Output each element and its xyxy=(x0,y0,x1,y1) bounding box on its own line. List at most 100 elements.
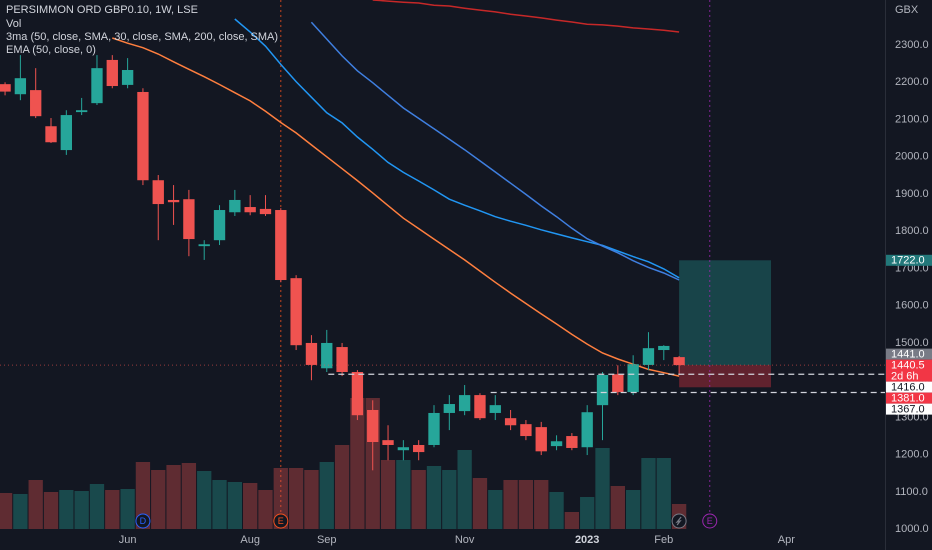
volume-bar xyxy=(304,470,319,529)
price-label-bg xyxy=(886,254,932,266)
candle-body xyxy=(137,91,149,181)
x-tick-label: Nov xyxy=(455,534,475,546)
volume-bar xyxy=(59,490,74,529)
candle-body xyxy=(45,126,57,143)
volume-bar xyxy=(350,398,365,529)
ma-line xyxy=(112,37,680,377)
candle-body xyxy=(60,115,73,151)
volume-bar xyxy=(43,492,59,529)
volume-bar xyxy=(151,470,166,529)
indicator-label: 3ma (50, close, SMA, 30, close, SMA, 200… xyxy=(6,31,278,43)
candle-body xyxy=(321,342,333,369)
x-tick-label: Sep xyxy=(317,534,337,546)
volume-bar xyxy=(227,482,243,529)
volume-bar xyxy=(166,465,181,529)
candle-body xyxy=(152,180,164,205)
candle-body xyxy=(535,427,547,452)
price-label: 1722.0 xyxy=(891,255,925,267)
chart-title: PERSIMMON ORD GBP0.10, 1W, LSE xyxy=(6,4,198,16)
candle-body xyxy=(581,412,593,448)
volume-bar xyxy=(212,480,227,529)
x-tick-label: Jun xyxy=(119,534,137,546)
candle-body xyxy=(14,78,27,95)
volume-bar xyxy=(625,490,641,529)
candle-body xyxy=(198,244,210,247)
candle-body xyxy=(458,395,471,412)
y-tick-label: 2200.0 xyxy=(895,76,929,88)
candle-body xyxy=(504,418,517,426)
volume-bar xyxy=(319,462,334,529)
candle-body xyxy=(413,444,425,453)
event-label: D xyxy=(140,516,147,526)
price-label-bg xyxy=(886,348,932,360)
volume-bar xyxy=(105,490,120,529)
volume-bar xyxy=(564,512,580,529)
stop-zone xyxy=(679,365,772,388)
price-label: 1441.0 xyxy=(891,349,925,361)
candle-body xyxy=(290,278,302,346)
candle-body xyxy=(0,84,11,92)
event-label: E xyxy=(707,516,713,526)
y-tick-label: 2300.0 xyxy=(895,39,929,51)
event-marker xyxy=(135,513,151,529)
y-tick-label: 1600.0 xyxy=(895,300,929,312)
ma-line xyxy=(310,21,680,281)
volume-bar xyxy=(74,491,89,529)
indicator-label: Vol xyxy=(6,18,21,30)
event-marker xyxy=(273,513,289,529)
candle-body xyxy=(336,347,348,373)
volume-bar xyxy=(181,463,197,529)
y-tick-label: 1200.0 xyxy=(895,449,929,461)
event-label: E xyxy=(278,516,284,526)
price-label-note: 2d 6h xyxy=(891,371,919,383)
volume-bar xyxy=(549,492,564,529)
candle-body xyxy=(351,372,364,416)
x-tick-label: Apr xyxy=(778,534,795,546)
volume-bar xyxy=(135,462,151,529)
ma-line xyxy=(234,18,680,279)
price-label-bg xyxy=(886,359,932,382)
candle-body xyxy=(612,374,624,393)
plot-area xyxy=(0,0,885,529)
volume-bar xyxy=(641,458,656,529)
volume-bar xyxy=(334,445,350,529)
candle-body xyxy=(367,409,379,443)
candle-body xyxy=(443,404,455,413)
volume-bar xyxy=(273,468,288,529)
price-axis: 2300.02200.02100.02000.01900.01800.01700… xyxy=(886,39,932,535)
price-label-bg xyxy=(886,381,932,393)
volume-bar xyxy=(442,470,457,529)
volume-bar xyxy=(457,450,472,529)
candle-body xyxy=(520,424,532,437)
candle-body xyxy=(673,357,685,366)
volume-bar xyxy=(396,460,411,529)
candle-body xyxy=(658,345,670,351)
event-marker xyxy=(702,513,718,529)
candle-body xyxy=(244,207,256,213)
volume-bar xyxy=(411,470,426,529)
volume-bar xyxy=(288,468,304,529)
indicator-label: EMA (50, close, 0) xyxy=(6,44,96,56)
y-tick-label: 1500.0 xyxy=(895,337,929,349)
candle-body xyxy=(566,436,578,448)
price-label: 1381.0 xyxy=(891,393,925,405)
volume-bar xyxy=(380,460,396,529)
price-label: 1416.0 xyxy=(891,382,925,394)
candle-body xyxy=(489,405,501,413)
y-tick-label: 1800.0 xyxy=(895,225,929,237)
volume-bar xyxy=(503,480,518,529)
x-tick-label: Aug xyxy=(240,534,260,546)
candle-body xyxy=(642,348,655,365)
x-tick-label: 2023 xyxy=(575,534,599,546)
candle-body xyxy=(183,199,195,240)
y-tick-label: 2000.0 xyxy=(895,151,929,163)
volume-bar xyxy=(28,480,43,529)
ma-line xyxy=(372,0,680,33)
candle-body xyxy=(474,395,486,419)
candle-body xyxy=(305,342,318,365)
candle-body xyxy=(627,364,639,393)
volume-bar xyxy=(258,490,273,529)
candle-body xyxy=(550,441,563,447)
candle-body xyxy=(397,447,410,451)
event-icon xyxy=(675,516,682,526)
